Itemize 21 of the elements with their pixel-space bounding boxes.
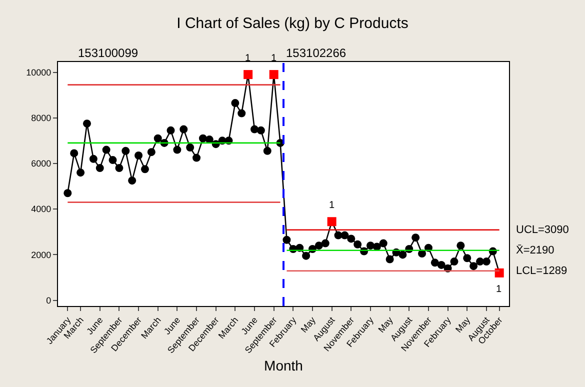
series-label: X̄=2190 [516, 244, 554, 257]
point [244, 70, 253, 80]
annotation: 1 [271, 53, 277, 64]
annotation: 1 [329, 200, 335, 211]
series-label: UCL=3090 [516, 224, 569, 236]
y-tick-label: 6000 [31, 158, 52, 169]
text: 153100099 [78, 46, 138, 60]
y-tick-label: 4000 [31, 204, 52, 214]
y-tick-label: 8000 [31, 113, 52, 124]
chart-title: I Chart of Sales (kg) by C Products [176, 14, 408, 32]
point [494, 268, 504, 278]
series-label: LCL=1289 [516, 265, 568, 277]
annotation: 1 [496, 284, 502, 295]
point [269, 70, 278, 80]
point [327, 217, 336, 226]
y-tick-label: 2000 [31, 250, 52, 260]
x-axis-title: Month [264, 358, 303, 374]
y-tick-label: 10000 [26, 67, 52, 78]
y-tick-label: 0 [46, 295, 52, 306]
text: 153102266 [286, 46, 346, 60]
annotation: 1 [245, 53, 251, 64]
